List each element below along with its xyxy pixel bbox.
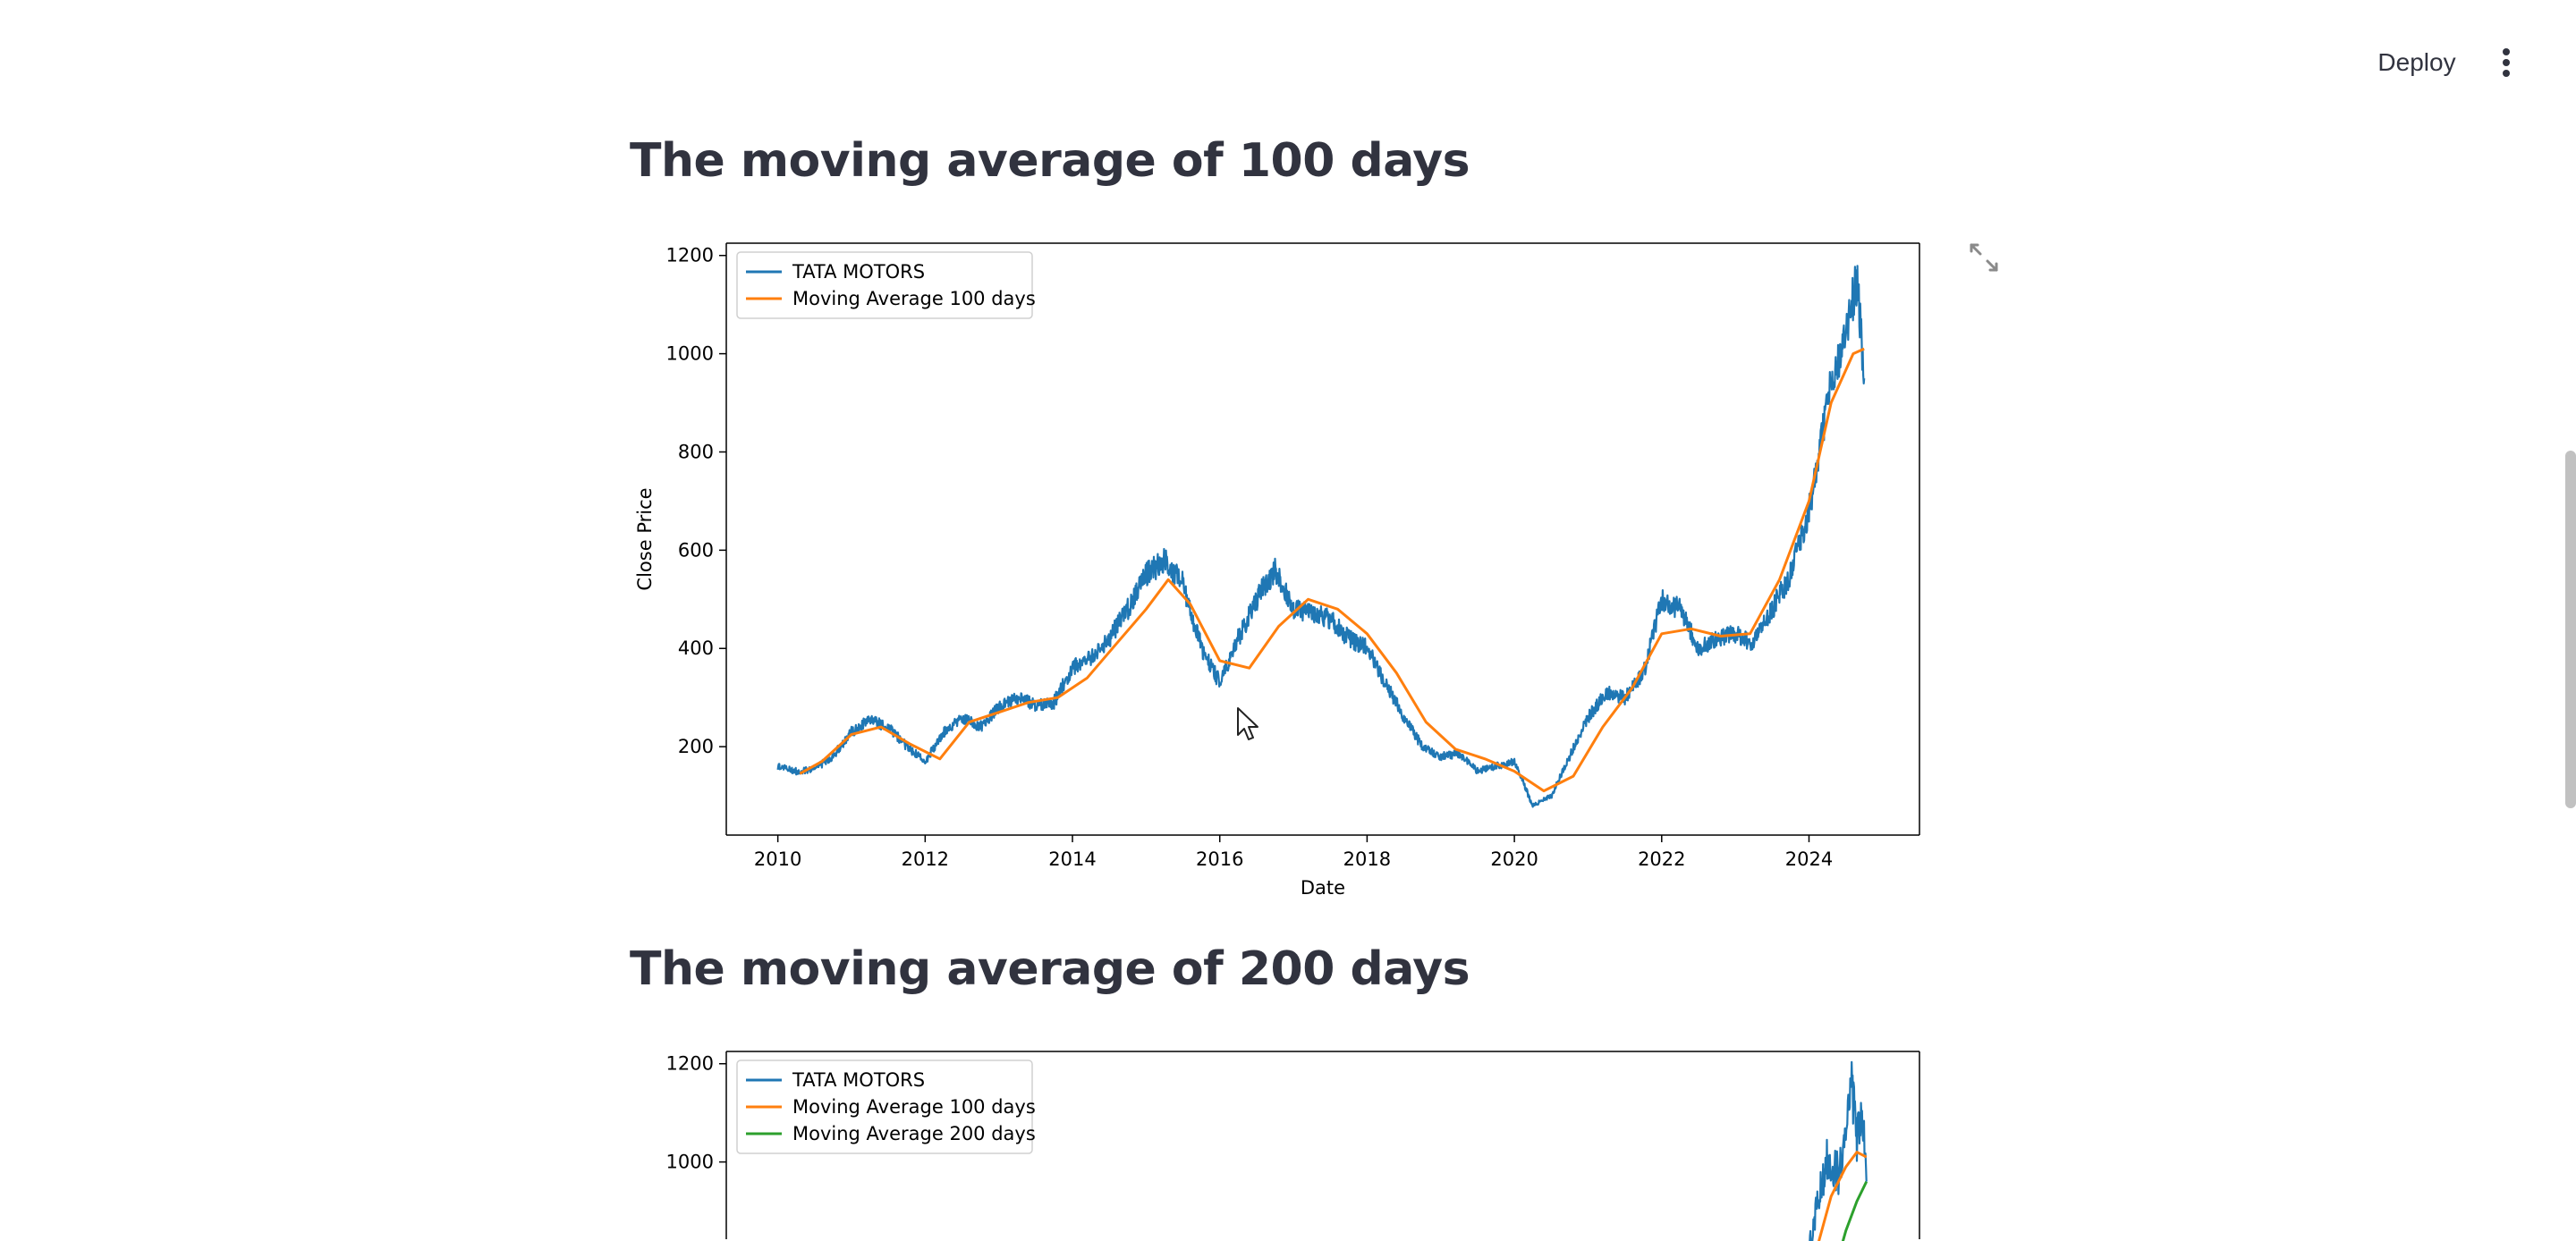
scrollbar-thumb[interactable] <box>2565 451 2576 808</box>
page-scrollbar[interactable] <box>2563 0 2576 1239</box>
fullscreen-expand-icon[interactable] <box>1968 241 2000 274</box>
x-axis-label: Date <box>1301 877 1345 899</box>
x-tick-label: 2018 <box>1343 848 1391 870</box>
plot-area <box>776 265 1866 808</box>
y-tick-label: 1000 <box>666 343 714 365</box>
x-tick-label: 2024 <box>1785 848 1833 870</box>
series-line-tata-motors <box>776 265 1866 808</box>
plot-area <box>1809 1060 1868 1241</box>
y-tick-label: 800 <box>678 441 714 462</box>
x-tick-label: 2020 <box>1490 848 1538 870</box>
y-tick-label: 1200 <box>666 1053 714 1075</box>
legend-label: TATA MOTORS <box>792 1069 925 1091</box>
y-axis-label: Close Price <box>634 487 656 590</box>
y-tick-label: 200 <box>678 736 714 757</box>
chart-ma100: 200 400 600 800 1000 1200 2010 2012 2014 2016 2018… <box>634 242 1920 899</box>
legend-label: TATA MOTORS <box>792 261 925 283</box>
deploy-button[interactable]: Deploy <box>2352 41 2481 84</box>
x-tick-label: 2014 <box>1048 848 1096 870</box>
x-tick-label: 2012 <box>902 848 949 870</box>
app-header: Deploy <box>0 0 2576 107</box>
legend-label: Moving Average 100 days <box>792 288 1036 309</box>
y-tick-label: 1000 <box>666 1152 714 1173</box>
series-line-tata-motors <box>1809 1060 1868 1241</box>
x-tick-label: 2010 <box>754 848 801 870</box>
legend-box <box>736 251 1033 319</box>
chart-ma200: 1000 1200 TATA MOTORS Moving Average 100 da… <box>666 1051 1920 1241</box>
x-tick-label: 2016 <box>1196 848 1243 870</box>
y-tick-label: 400 <box>678 637 714 659</box>
y-tick-label: 600 <box>678 539 714 561</box>
section-heading-ma100: The moving average of 100 days <box>630 134 1470 188</box>
legend-box <box>736 1059 1033 1154</box>
series-line-moving-average-200-days <box>1841 1180 1868 1241</box>
mouse-cursor-icon <box>1237 707 1258 740</box>
section-heading-ma200: The moving average of 200 days <box>630 942 1470 996</box>
x-tick-label: 2022 <box>1638 848 1685 870</box>
y-tick-label: 1200 <box>666 245 714 266</box>
legend-label: Moving Average 200 days <box>792 1123 1036 1144</box>
kebab-menu-icon[interactable] <box>2494 41 2519 84</box>
legend-label: Moving Average 100 days <box>792 1096 1036 1118</box>
series-line-moving-average-100-days <box>1818 1151 1868 1241</box>
series-line-moving-average-100-days <box>799 347 1865 793</box>
